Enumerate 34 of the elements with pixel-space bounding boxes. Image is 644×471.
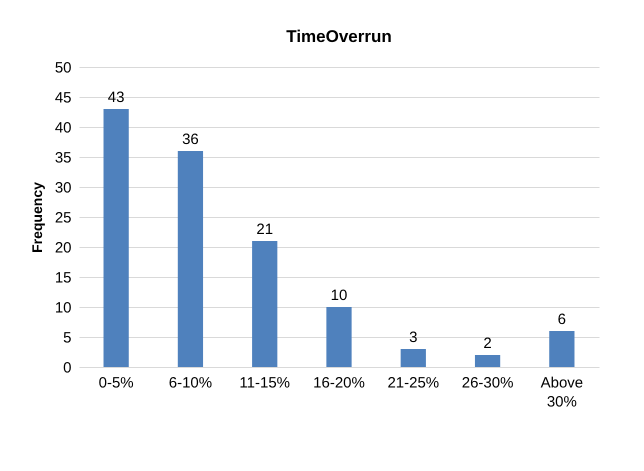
x-tick-label: 16-20% <box>313 374 365 392</box>
y-tick-label: 5 <box>63 330 72 346</box>
chart-title: TimeOverrun <box>286 27 392 46</box>
y-axis-title: Frequency <box>28 182 45 253</box>
y-tick-label: 35 <box>54 150 72 166</box>
y-tick-label: 30 <box>54 180 72 196</box>
y-tick-label: 10 <box>54 300 72 316</box>
x-tick-label: Above 30% <box>540 374 584 410</box>
data-label: 36 <box>182 131 199 148</box>
y-tick-label: 40 <box>54 120 72 136</box>
data-label: 21 <box>256 221 274 238</box>
bar <box>400 349 426 367</box>
x-tick-label: 6-10% <box>168 374 212 392</box>
y-tick-label: 50 <box>54 60 72 76</box>
data-label: 10 <box>330 287 348 304</box>
y-tick-label: 20 <box>54 240 72 256</box>
bar <box>474 355 500 367</box>
y-tick-label: 25 <box>54 210 72 226</box>
bar <box>252 241 278 367</box>
bar <box>104 109 129 367</box>
bar <box>549 331 574 367</box>
y-tick-label: 45 <box>54 90 72 106</box>
data-label: 3 <box>409 329 418 346</box>
bar <box>178 151 204 367</box>
data-label: 6 <box>558 311 566 328</box>
data-label: 43 <box>108 89 124 106</box>
x-tick-label: 26-30% <box>462 374 514 392</box>
data-label: 2 <box>483 335 492 352</box>
y-tick-label: 0 <box>63 360 72 376</box>
x-tick-label: 11-15% <box>239 374 290 392</box>
y-tick-label: 15 <box>54 270 72 286</box>
bar <box>326 307 352 367</box>
x-tick-label: 0-5% <box>98 374 134 392</box>
x-tick-label: 21-25% <box>387 374 440 392</box>
